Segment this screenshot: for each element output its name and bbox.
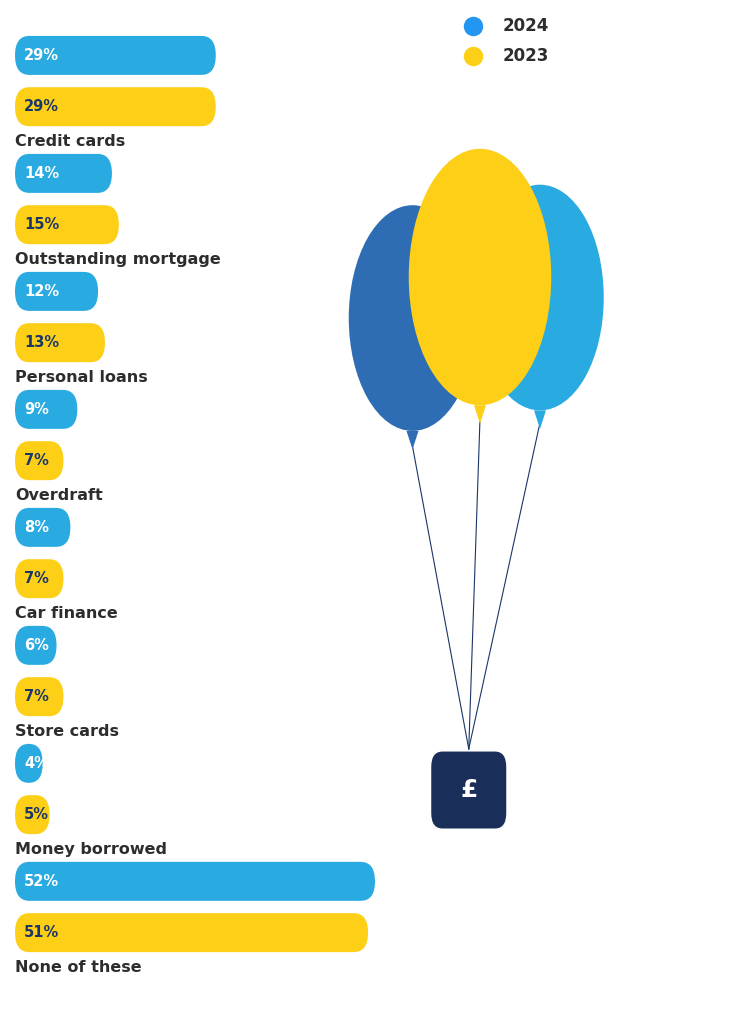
FancyBboxPatch shape [15,390,77,429]
Text: 6%: 6% [24,638,49,653]
Text: Overdraft: Overdraft [15,488,103,504]
Text: Money borrowed: Money borrowed [15,842,167,858]
Text: Credit cards: Credit cards [15,134,125,150]
FancyBboxPatch shape [15,626,56,665]
FancyBboxPatch shape [15,441,64,480]
Text: 2023: 2023 [503,47,549,66]
FancyBboxPatch shape [15,677,64,716]
Ellipse shape [349,205,476,431]
FancyBboxPatch shape [15,323,105,362]
Text: Store cards: Store cards [15,724,119,740]
Text: 13%: 13% [24,336,59,350]
Text: £: £ [460,778,478,802]
FancyBboxPatch shape [431,751,506,829]
FancyBboxPatch shape [15,913,368,952]
FancyBboxPatch shape [15,795,50,834]
Text: 7%: 7% [24,571,49,586]
FancyBboxPatch shape [15,205,119,244]
Text: 52%: 52% [24,874,59,889]
Ellipse shape [409,149,551,405]
FancyBboxPatch shape [15,508,70,547]
Text: 12%: 12% [24,284,59,299]
Text: 8%: 8% [24,520,49,535]
Text: 14%: 14% [24,166,59,181]
FancyBboxPatch shape [15,87,216,126]
FancyBboxPatch shape [15,272,98,311]
Text: 29%: 29% [24,48,59,63]
Text: 29%: 29% [24,100,59,114]
Text: Outstanding mortgage: Outstanding mortgage [15,252,220,268]
Polygon shape [474,405,486,424]
Text: 7%: 7% [24,453,49,468]
FancyBboxPatch shape [15,154,112,193]
Text: 9%: 9% [24,402,49,417]
Ellipse shape [476,185,604,410]
FancyBboxPatch shape [15,744,43,783]
Text: 4%: 4% [24,756,49,771]
Text: 5%: 5% [24,807,49,822]
Text: Personal loans: Personal loans [15,370,148,386]
FancyBboxPatch shape [15,862,375,901]
Polygon shape [534,410,546,429]
Text: Car finance: Car finance [15,606,118,622]
FancyBboxPatch shape [15,36,216,75]
Text: None of these: None of these [15,960,142,976]
Text: 15%: 15% [24,218,59,232]
FancyBboxPatch shape [15,559,64,598]
Text: 7%: 7% [24,689,49,704]
Text: 51%: 51% [24,925,59,940]
Polygon shape [406,431,418,449]
Text: 2024: 2024 [503,16,549,35]
